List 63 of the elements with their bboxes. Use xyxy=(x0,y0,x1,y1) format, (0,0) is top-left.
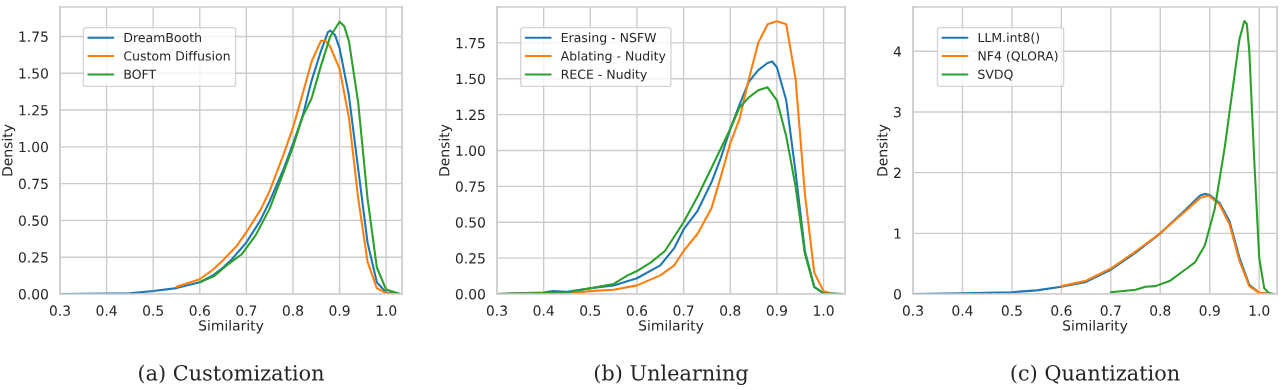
y-axis-title: Density xyxy=(438,124,453,176)
y-tick-label: 1.50 xyxy=(19,68,48,79)
x-tick-label: 0.8 xyxy=(720,305,741,316)
x-tick-label: 0.8 xyxy=(1150,305,1171,316)
y-tick-label: 0.25 xyxy=(455,253,485,264)
y-tick-label: 0.50 xyxy=(18,215,48,226)
x-tick-label: 0.3 xyxy=(902,305,923,316)
y-tick-label: 0.75 xyxy=(455,181,485,192)
y-tick-label: 1.25 xyxy=(19,104,48,116)
text: (b) Unlearning xyxy=(594,364,749,386)
x-tick-label: 0.4 xyxy=(952,305,973,316)
x-tick-label: 0.9 xyxy=(766,305,787,316)
y-tick-label: 1.00 xyxy=(456,145,485,156)
y-tick-label: 2 xyxy=(894,167,901,178)
x-tick-label: 0.7 xyxy=(1100,305,1121,316)
x-tick-label: 0.3 xyxy=(49,305,70,316)
x-axis-title: Similarity xyxy=(199,319,264,334)
y-tick-label: 0.50 xyxy=(455,217,485,228)
legend-label: LLM.int8() xyxy=(978,32,1040,44)
y-tick-label: 4 xyxy=(893,46,902,57)
x-tick-label: 0.9 xyxy=(329,305,350,316)
y-tick-label: 1.75 xyxy=(19,31,48,42)
x-tick-label: 1.0 xyxy=(376,305,397,316)
y-tick-label: 1 xyxy=(894,228,901,239)
x-tick-label: 0.5 xyxy=(580,305,601,316)
text: (c) Quantization xyxy=(1011,364,1180,384)
y-axis-title: Density xyxy=(876,124,891,176)
y-tick-label: 0.00 xyxy=(18,288,48,300)
legend-label: Ablating - Nudity xyxy=(560,50,666,64)
legend-label: Custom Diffusion xyxy=(124,50,230,61)
legend-label: SVDQ xyxy=(978,69,1013,81)
y-axis-title: Density xyxy=(1,124,16,176)
x-tick-label: 0.4 xyxy=(533,305,554,316)
x-tick-label: 0.3 xyxy=(486,305,507,316)
legend-label: NF4 (QLORA) xyxy=(978,50,1058,63)
x-tick-label: 0.7 xyxy=(236,305,257,316)
x-tick-label: 0.9 xyxy=(1199,305,1220,316)
y-tick-label: 0 xyxy=(893,288,901,300)
x-tick-label: 0.6 xyxy=(626,305,648,316)
legend-label: RECE - Nudity xyxy=(561,69,647,82)
x-tick-label: 0.4 xyxy=(96,305,117,316)
y-tick-label: 1.50 xyxy=(456,73,485,85)
x-axis-title: Similarity xyxy=(639,319,704,334)
y-tick-label: 0.25 xyxy=(18,252,48,263)
legend-label: DreamBooth xyxy=(124,32,201,43)
x-tick-label: 0.7 xyxy=(673,305,694,316)
x-tick-label: 0.5 xyxy=(143,305,164,316)
y-tick-label: 0.75 xyxy=(18,178,48,190)
x-tick-label: 0.6 xyxy=(189,305,210,316)
legend-label: Erasing - NSFW xyxy=(561,32,657,45)
x-tick-label: 0.5 xyxy=(1001,305,1022,316)
y-tick-label: 1.75 xyxy=(456,38,485,49)
x-axis-title: Similarity xyxy=(1063,319,1128,334)
x-tick-label: 1.0 xyxy=(814,305,834,316)
y-tick-label: 1.25 xyxy=(456,109,485,121)
y-tick-label: 1.00 xyxy=(19,141,48,153)
x-tick-label: 0.8 xyxy=(282,305,304,316)
x-tick-label: 0.6 xyxy=(1051,305,1072,316)
text: (a) Customization xyxy=(139,364,324,384)
legend-label: BOFT xyxy=(124,69,157,79)
x-tick-label: 1.0 xyxy=(1249,305,1270,316)
y-tick-label: 0.00 xyxy=(455,288,485,300)
y-tick-label: 3 xyxy=(894,106,901,118)
